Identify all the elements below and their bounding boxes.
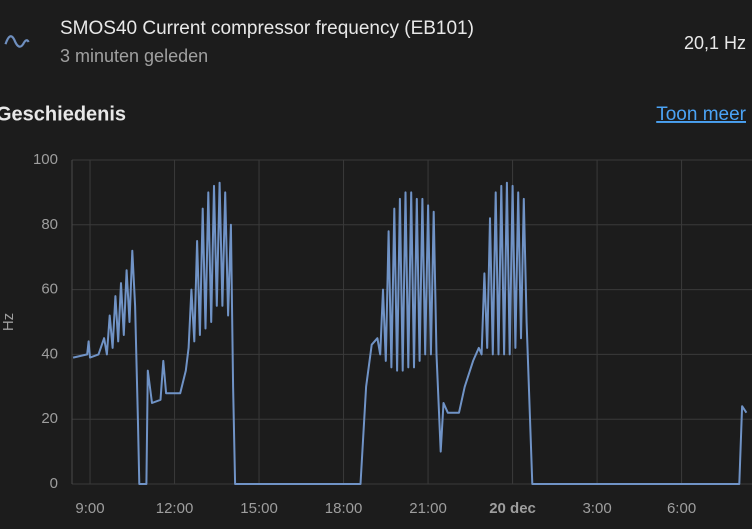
y-tick-label: 40 [41, 345, 58, 362]
x-tick-label: 3:00 [582, 500, 611, 517]
y-tick-label: 20 [41, 410, 58, 427]
x-tick-label: 12:00 [156, 500, 194, 517]
x-tick-label: 21:00 [409, 500, 447, 517]
y-axis-label: Hz [0, 313, 17, 331]
y-tick-label: 60 [41, 281, 58, 298]
state-value: 20,1 Hz [684, 33, 746, 53]
data-line [72, 181, 748, 485]
show-more-link[interactable]: Toon meer [656, 104, 746, 125]
x-tick-label: 6:00 [667, 500, 696, 517]
sensor-icon [4, 35, 30, 48]
y-tick-label: 0 [50, 475, 58, 492]
entity-title: SMOS40 Current compressor frequency (EB1… [60, 18, 474, 39]
section-title: Geschiedenis [0, 103, 126, 125]
last-changed: 3 minuten geleden [60, 46, 208, 66]
y-tick-label: 100 [33, 151, 58, 168]
x-tick-label: 20 dec [489, 500, 536, 517]
x-tick-label: 15:00 [240, 500, 278, 517]
x-tick-label: 18:00 [325, 500, 363, 517]
y-tick-label: 80 [41, 216, 58, 233]
x-tick-label: 9:00 [75, 500, 104, 517]
